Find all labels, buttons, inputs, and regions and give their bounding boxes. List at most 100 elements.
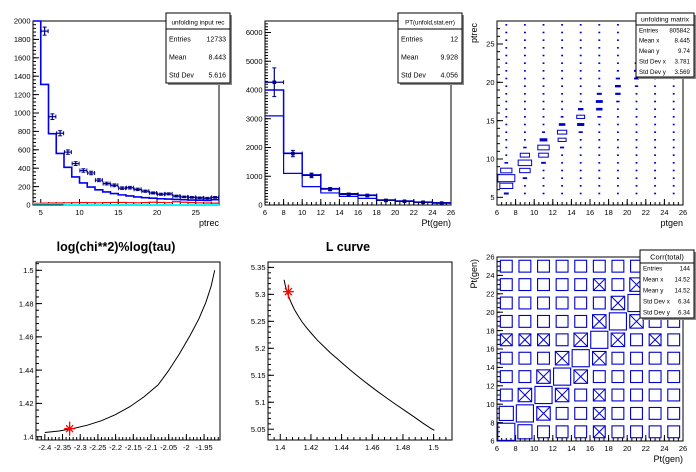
svg-text:-2.25: -2.25 [89, 443, 106, 452]
y-axis-label: Pt(gen) [469, 259, 479, 289]
svg-text:12: 12 [317, 208, 325, 217]
svg-text:1600: 1600 [14, 54, 31, 63]
stats-value: 6.34 [678, 299, 691, 306]
stats-box[interactable]: PT(unfold,stat.err) Entries 12 Mean 9.928 Std… [397, 12, 464, 85]
svg-text:8: 8 [514, 444, 518, 453]
chosen-tau-star-marker [282, 284, 294, 299]
svg-text:1.4: 1.4 [275, 443, 285, 452]
svg-text:-1.95: -1.95 [196, 443, 213, 452]
stats-value: 12 [450, 37, 458, 44]
svg-text:5.15: 5.15 [251, 371, 266, 380]
svg-text:22: 22 [642, 208, 650, 217]
svg-text:1800: 1800 [14, 35, 31, 44]
plot-frame [35, 261, 221, 441]
svg-text:14: 14 [335, 208, 343, 217]
plot-unfolding-matrix: 6 8 10 12 14 16 18 20 22 24 26 5 10 15 20 25 ptgen ptrec u… [469, 12, 696, 228]
svg-text:16: 16 [586, 444, 594, 453]
svg-text:10: 10 [298, 208, 306, 217]
svg-text:6000: 6000 [246, 28, 263, 37]
svg-text:14: 14 [567, 444, 575, 453]
svg-text:15: 15 [486, 116, 494, 125]
svg-text:24: 24 [428, 208, 436, 217]
svg-text:1.46: 1.46 [365, 443, 380, 452]
x-axis-label: ptgen [660, 218, 683, 228]
svg-text:800: 800 [18, 127, 31, 136]
svg-text:12: 12 [486, 382, 494, 391]
stats-value: 5.616 [208, 73, 226, 80]
plot-unfolded-pt: 6 8 10 12 14 16 18 20 22 24 26 0 1000 2000 3000 4000 500… [246, 12, 464, 228]
stats-value: 805842 [669, 27, 690, 34]
svg-text:8: 8 [514, 208, 518, 217]
stats-value: 14.52 [675, 288, 691, 295]
svg-text:24: 24 [660, 208, 668, 217]
svg-text:400: 400 [18, 164, 31, 173]
stats-label: Mean x [643, 277, 664, 284]
stats-value: 6.34 [678, 310, 691, 317]
svg-text:1000: 1000 [246, 172, 263, 181]
svg-text:5.05: 5.05 [251, 425, 266, 434]
stats-value: 9.74 [678, 48, 691, 55]
svg-text:1.42: 1.42 [304, 443, 319, 452]
stats-label: Std Dev x [639, 58, 667, 65]
plot-unfolding-input-rec: 5 10 15 20 25 0 200 400 600 800 1000 1200 1400 1600 18… [14, 12, 232, 228]
stats-box[interactable]: Corr(total) Entries 144 Mean x 14.52 Mean y 14… [639, 249, 696, 320]
stats-box[interactable]: unfolding matrix Entries 805842 Mean x 8.445… [635, 12, 696, 79]
chosen-tau-star-marker [64, 421, 76, 436]
stats-box[interactable]: unfolding input rec Entries 12733 Mean 8.443… [165, 12, 232, 85]
svg-text:22: 22 [642, 444, 650, 453]
svg-text:4000: 4000 [246, 86, 263, 95]
plot-l-curve: 1.4 1.42 1.44 1.46 1.48 1.5 5.05 5.1 5.15 5.2 5.25… [251, 261, 453, 452]
pad-unfolding-input-rec: 5 10 15 20 25 0 200 400 600 800 1000 1200 1400 1600 18… [0, 0, 232, 236]
stats-value: 3.781 [675, 58, 691, 65]
svg-text:-2: -2 [183, 443, 190, 452]
svg-text:24: 24 [660, 444, 668, 453]
svg-text:5000: 5000 [246, 57, 263, 66]
scan-curve [283, 279, 435, 431]
stats-label: Mean x [639, 38, 660, 45]
svg-text:10: 10 [486, 155, 494, 164]
stats-value: 14.52 [675, 277, 691, 284]
svg-text:20: 20 [486, 308, 494, 317]
svg-text:1.44: 1.44 [334, 443, 349, 452]
svg-text:1.5: 1.5 [428, 443, 438, 452]
series-unfolding-input-rec [33, 20, 220, 206]
svg-text:2000: 2000 [246, 143, 263, 152]
l-curve-title: L curve [325, 240, 371, 254]
svg-text:20: 20 [623, 444, 631, 453]
svg-text:-2.4: -2.4 [38, 443, 51, 452]
stats-title: unfolding matrix [641, 17, 690, 24]
svg-text:12: 12 [549, 208, 557, 217]
svg-text:10: 10 [530, 208, 538, 217]
svg-text:6: 6 [495, 208, 499, 217]
svg-text:6: 6 [263, 208, 267, 217]
plot-chi2-vs-tau: -2.4 -2.35 -2.3 -2.25 -2.2 -2.15 -2.1 -2.05 -2 -1… [19, 261, 221, 452]
svg-text:6: 6 [490, 437, 494, 446]
svg-text:1.46: 1.46 [19, 333, 34, 342]
scan-curve [44, 270, 216, 434]
svg-text:-2.15: -2.15 [125, 443, 142, 452]
stats-title: unfolding input rec [171, 20, 225, 27]
stats-value: 4.056 [440, 73, 458, 80]
stats-value: 8.443 [208, 55, 226, 62]
svg-text:26: 26 [447, 208, 455, 217]
svg-text:20: 20 [623, 208, 631, 217]
svg-text:5: 5 [39, 208, 43, 217]
svg-text:200: 200 [18, 182, 31, 191]
stats-label: Std Dev [401, 73, 426, 80]
svg-text:12: 12 [549, 444, 557, 453]
axes: -2.4 -2.35 -2.3 -2.25 -2.2 -2.15 -2.1 -2.05 -2 -1… [19, 261, 221, 452]
x-axis-label: Pt(gen) [653, 454, 683, 464]
svg-text:0: 0 [258, 201, 262, 210]
svg-text:6: 6 [495, 444, 499, 453]
svg-text:18: 18 [604, 444, 612, 453]
svg-text:600: 600 [18, 146, 31, 155]
plot-frame [267, 261, 453, 441]
stats-value: 9.928 [440, 55, 458, 62]
svg-text:0: 0 [26, 201, 30, 210]
chi2-vs-tau-title: log(chi**2)%log(tau) [56, 240, 176, 254]
svg-text:16: 16 [354, 208, 362, 217]
stats-label: Mean [169, 55, 187, 62]
svg-text:20: 20 [391, 208, 399, 217]
stats-label: Std Dev y [639, 69, 667, 76]
axes: 6 8 10 12 14 16 18 20 22 24 26 0 1000 2000 3000 4000 500… [246, 20, 455, 228]
